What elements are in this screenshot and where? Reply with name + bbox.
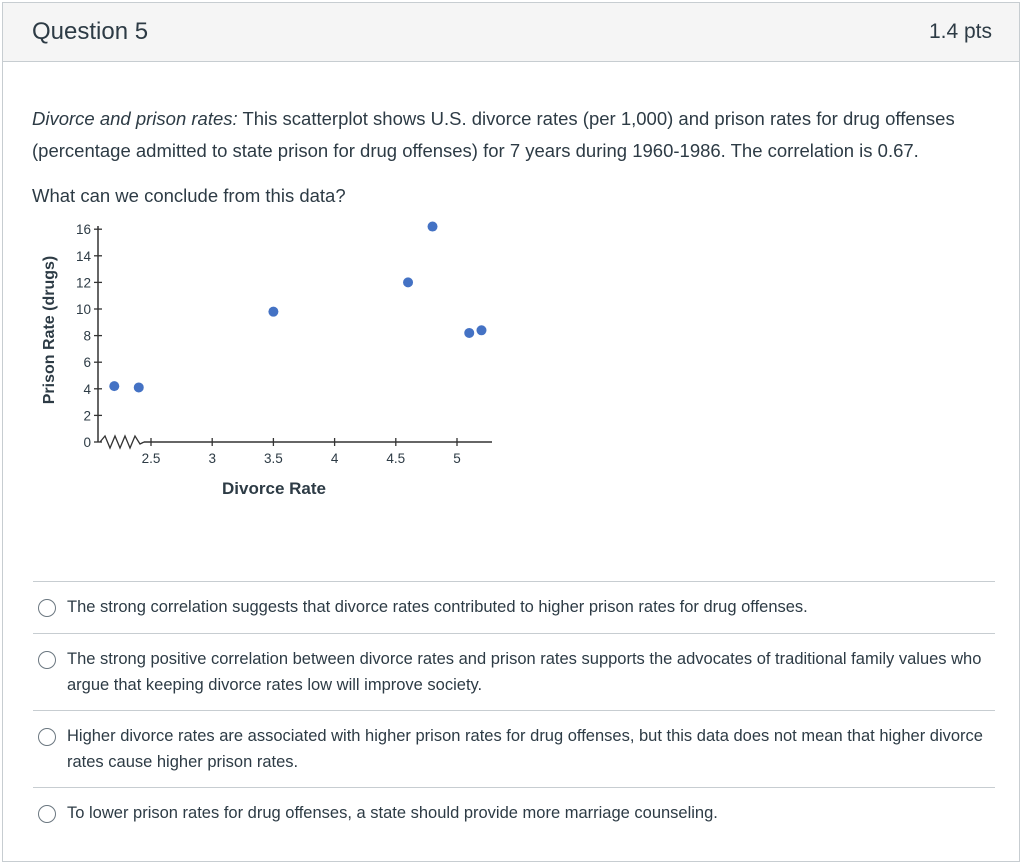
y-tick-label: 16 [76,222,91,237]
y-tick-label: 12 [76,275,91,290]
radio-button[interactable] [38,651,56,669]
x-tick-label: 4 [331,451,339,466]
answer-option-3[interactable]: Higher divorce rates are associated with… [33,710,995,787]
y-tick-label: 0 [83,435,91,450]
scatterplot-svg: 0 2 4 6 8 10 12 14 16 2.5 3 3.5 4 4.5 5 Divorce Rate Pri… [41,221,492,498]
x-tick-label: 3.5 [264,451,283,466]
y-axis-label: Prison Rate (drugs) [41,256,58,404]
x-tick-label: 4.5 [386,451,405,466]
answer-option-1[interactable]: The strong correlation suggests that div… [33,581,995,633]
data-point [403,277,414,288]
question-description: This scatterplot shows U.S. divorce rate… [32,108,955,161]
radio-button[interactable] [38,599,56,617]
answer-list: The strong correlation suggests that div… [33,581,995,839]
question-header: Question 5 1.4 pts [3,3,1019,62]
x-axis-break [99,434,145,450]
x-axis-label: Divorce Rate [222,479,326,498]
question-body: Divorce and prison rates: This scatterpl… [3,103,1019,520]
answer-label[interactable]: To lower prison rates for drug offenses,… [67,804,718,822]
data-point [133,382,144,393]
radio-button[interactable] [38,805,56,823]
question-prompt: What can we conclude from this data? [32,185,346,206]
question-points: 1.4 pts [928,20,992,43]
x-tick-label: 2.5 [142,451,161,466]
answer-option-2[interactable]: The strong positive correlation between … [33,633,995,710]
question-title: Question 5 [32,18,149,45]
data-point [109,381,120,392]
y-tick-label: 2 [83,408,91,423]
data-point [268,306,279,317]
answer-label[interactable]: The strong correlation suggests that div… [67,598,808,616]
x-tick-label: 3 [208,451,216,466]
y-tick-label: 6 [83,355,91,370]
x-tick-label: 5 [453,451,461,466]
data-point [476,325,487,336]
y-tick-label: 4 [83,382,91,397]
answer-label[interactable]: The strong positive correlation between … [67,650,982,694]
scatterplot: 0 2 4 6 8 10 12 14 16 2.5 3 3.5 4 4.5 5 Divorce Rate Pri… [32,220,512,520]
answer-option-4[interactable]: To lower prison rates for drug offenses,… [33,787,995,839]
y-tick-label: 10 [76,302,91,317]
y-tick-label: 8 [83,329,91,344]
question-text: Divorce and prison rates: This scatterpl… [32,103,979,167]
data-point [427,221,438,232]
y-tick-label: 14 [76,249,92,264]
question-topic: Divorce and prison rates: [32,108,238,129]
answer-label[interactable]: Higher divorce rates are associated with… [67,727,983,771]
data-point [464,327,475,338]
radio-button[interactable] [38,728,56,746]
